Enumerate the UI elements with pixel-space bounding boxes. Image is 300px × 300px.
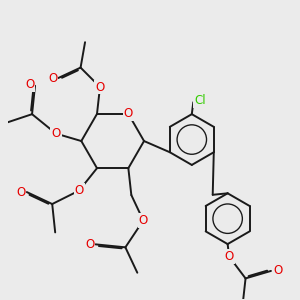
Text: O: O xyxy=(51,127,61,140)
Text: O: O xyxy=(224,250,234,263)
Text: O: O xyxy=(48,72,57,85)
Text: O: O xyxy=(273,264,282,277)
Text: O: O xyxy=(139,214,148,227)
Text: O: O xyxy=(85,238,94,251)
Text: O: O xyxy=(25,78,34,91)
Text: Cl: Cl xyxy=(194,94,206,107)
Text: O: O xyxy=(95,80,105,94)
Text: O: O xyxy=(124,107,133,120)
Text: O: O xyxy=(74,184,84,197)
Text: O: O xyxy=(16,186,26,199)
